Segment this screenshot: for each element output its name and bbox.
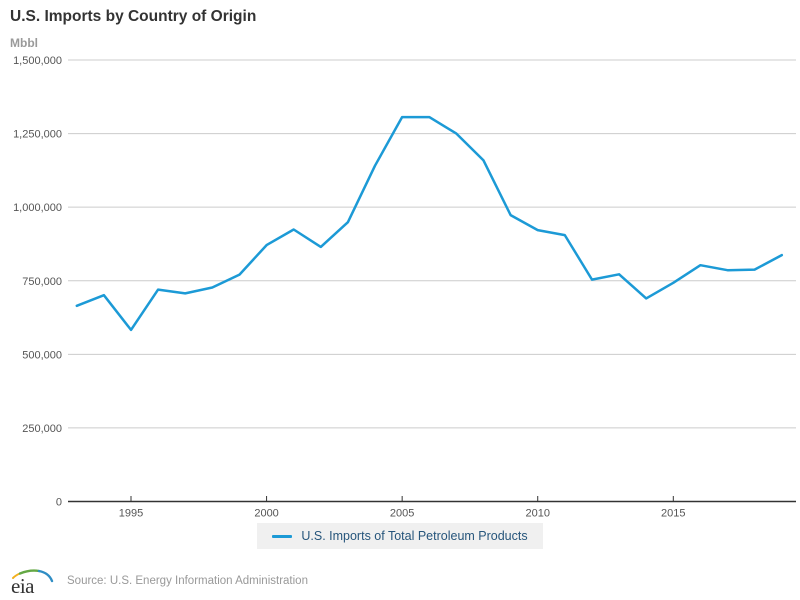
source-text: Source: U.S. Energy Information Administ… — [67, 575, 308, 587]
series-line — [75, 115, 784, 332]
eia-logo-swoosh-green — [18, 569, 41, 575]
legend-label: U.S. Imports of Total Petroleum Products — [301, 529, 528, 543]
eia-logo-swoosh-blue — [37, 569, 54, 583]
eia-logo-text: eia — [11, 574, 35, 596]
x-tick-label: 2005 — [390, 508, 414, 520]
y-tick-label: 1,500,000 — [13, 55, 62, 67]
x-tick-label: 2015 — [661, 508, 685, 520]
y-tick-label: 500,000 — [22, 349, 62, 361]
y-tick-label: 750,000 — [22, 276, 62, 288]
y-tick-label: 1,000,000 — [13, 202, 62, 214]
y-tick-label: 0 — [56, 497, 62, 509]
x-tick-label: 2000 — [254, 508, 278, 520]
y-tick-label: 250,000 — [22, 423, 62, 435]
line-chart-plot: 0 250,000 500,000 750,000 1,000,000 1,250,000… — [13, 55, 796, 520]
y-axis-unit-label: Mbbl — [10, 36, 38, 50]
eia-logo: eia — [11, 569, 54, 596]
footer: eia Source: U.S. Energy Information Admi… — [8, 566, 308, 596]
chart-title: U.S. Imports by Country of Origin — [10, 8, 257, 25]
x-tick-label: 2010 — [525, 508, 549, 520]
x-tick-label: 1995 — [119, 508, 143, 520]
legend-line-swatch — [272, 534, 293, 538]
legend-item[interactable]: U.S. Imports of Total Petroleum Products — [257, 523, 543, 549]
y-tick-label: 1,250,000 — [13, 129, 62, 141]
legend: U.S. Imports of Total Petroleum Products — [0, 523, 800, 549]
